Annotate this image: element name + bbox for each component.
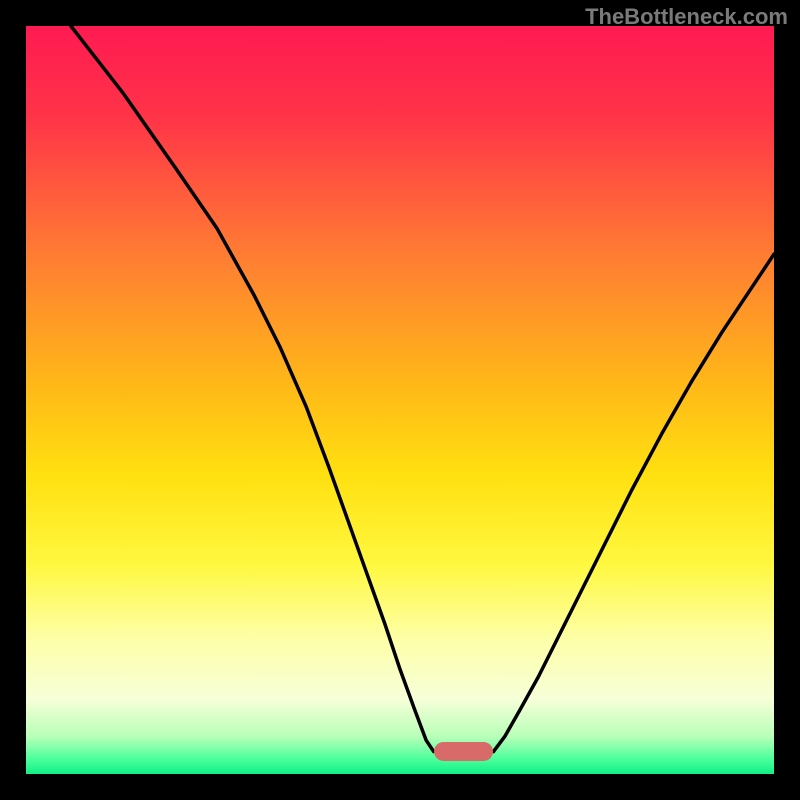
plot-area bbox=[26, 26, 774, 774]
right-curve bbox=[494, 254, 775, 751]
chart-frame: TheBottleneck.com bbox=[0, 0, 800, 800]
left-curve bbox=[71, 26, 434, 752]
bottleneck-marker bbox=[434, 742, 494, 761]
curves-layer bbox=[26, 26, 774, 774]
watermark-text: TheBottleneck.com bbox=[585, 4, 788, 30]
